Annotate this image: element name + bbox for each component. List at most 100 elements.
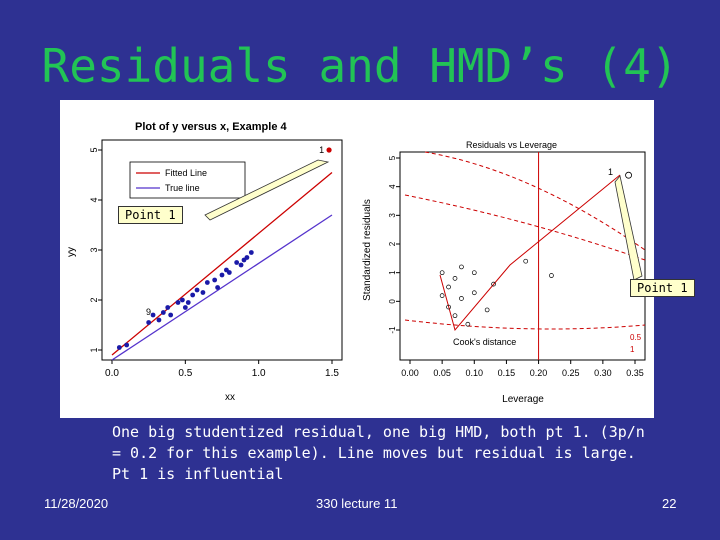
contour-label-05: 0.5 [630,333,642,342]
left-ytick-label: 3 [89,247,99,252]
right-xtick-label: 0.15 [498,368,516,378]
point-label-9: 9 [146,307,151,317]
data-point [182,305,188,310]
data-point [150,312,156,318]
data-point [226,270,232,275]
residual-point [439,293,445,298]
right-callout-pointer [614,175,643,281]
right-x-ticks: 0.00 0.05 0.10 0.15 0.20 0.25 0.30 0.35 [401,360,644,378]
right-plot-frame [399,151,646,361]
left-xtick-label: 1.5 [325,368,339,379]
left-points [116,250,254,350]
residual-point [465,321,471,327]
residual-point [452,313,458,319]
right-xtick-label: 0.00 [401,368,419,378]
data-point [156,317,162,323]
cook-contour-1 [424,151,646,251]
true-line [111,214,333,361]
outlier-label-1: 1 [319,145,324,155]
data-point [116,345,122,350]
right-xtick-label: 0.05 [433,368,451,378]
left-xtick-label: 0.0 [105,368,119,379]
left-ytick-label: 4 [89,197,99,202]
right-points [439,258,554,327]
right-xlabel: Leverage [502,394,544,405]
data-point [185,300,191,305]
cook-contour-05 [404,194,646,261]
residual-point [459,296,464,301]
legend-fitted-label: Fitted Line [165,168,207,178]
footer-center: 330 lecture 11 [316,496,398,511]
right-outlier-label: 1 [608,167,613,177]
data-point [248,250,254,255]
left-plot-title: Plot of y versus x, Example 4 [135,121,288,133]
contour-label-1: 1 [630,345,635,354]
right-ytick-label: 3 [388,213,397,218]
data-point [168,312,174,318]
data-point [244,255,250,260]
right-ytick-label: 4 [388,184,397,189]
data-point [124,342,130,348]
right-y-ticks: -1 0 1 2 3 4 5 [388,155,400,334]
residual-point [491,281,496,287]
slide-title: Residuals and HMD’s (4) [41,39,679,93]
data-point [238,262,244,268]
residual-point [439,270,445,276]
right-plot-title: Residuals vs Leverage [466,140,557,150]
data-point [204,280,210,285]
cook-contour-05-lower [404,319,646,330]
left-y-ticks: 1 2 3 4 5 [89,147,102,353]
data-point [160,310,166,315]
residual-point [484,307,490,313]
data-point [165,305,171,310]
left-x-ticks: 0.0 0.5 1.0 1.5 [105,360,339,379]
residual-point [471,270,477,276]
footer-page-number: 22 [662,496,677,511]
slide-body-text: One big studentized residual, one big HM… [112,423,645,483]
callout-point-1-right: Point 1 [630,279,695,297]
legend: Fitted Line True line [129,161,246,199]
right-xtick-label: 0.25 [562,368,580,378]
right-xtick-label: 0.10 [466,368,484,378]
data-point [200,290,206,295]
left-ylabel: yy [66,247,77,257]
lowess-curve [439,174,621,332]
data-point [190,292,196,298]
left-ytick-label: 1 [89,347,99,352]
data-point [175,300,181,305]
right-xtick-label: 0.20 [530,368,548,378]
left-xtick-label: 1.0 [252,368,266,379]
right-xtick-label: 0.35 [626,368,644,378]
residual-point [446,304,451,310]
left-xlabel: xx [225,392,235,403]
data-point [194,287,200,293]
outlier-point-1-right [625,171,632,179]
right-ylabel: Standardized residuals [362,199,373,301]
residual-point [549,273,554,278]
residual-point [452,276,458,281]
footer-date: 11/28/2020 [44,496,109,511]
left-callout-pointer [204,159,330,221]
right-ytick-label: 0 [388,299,397,304]
data-point [146,320,152,325]
data-point [234,260,240,265]
outlier-point-1 [326,147,332,153]
residual-point [459,264,464,270]
fitted-line [111,171,333,356]
residual-point [523,258,529,264]
residual-point [446,284,451,290]
data-point [180,297,185,303]
left-ytick-label: 5 [89,147,99,152]
data-point [212,277,218,283]
callout-point-1-left: Point 1 [118,206,183,224]
data-point [215,285,221,290]
left-xtick-label: 0.5 [178,368,192,379]
right-ytick-label: -1 [388,326,397,334]
right-ytick-label: 5 [388,155,397,160]
data-point [219,272,225,278]
right-xtick-label: 0.30 [594,368,612,378]
